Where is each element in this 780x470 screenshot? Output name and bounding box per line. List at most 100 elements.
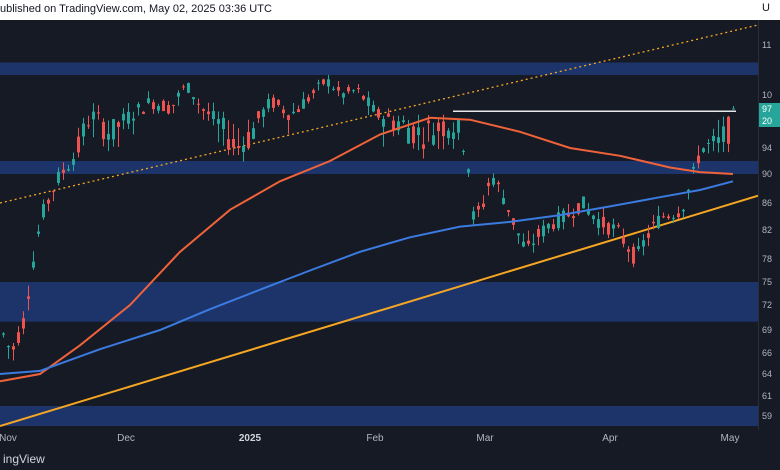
candle-body [172,104,175,106]
moving-average-red-line [0,116,734,383]
candle-body [637,246,640,249]
candle-body [162,100,165,112]
candle-body [427,120,430,124]
candle-body [192,97,195,100]
price-chart-svg[interactable] [0,20,758,430]
candle-body [222,117,225,129]
candle-body [327,79,330,87]
candle-body [667,216,670,219]
price-tick-label: 90 [762,169,773,179]
candle-body [217,119,220,124]
support-resistance-zone [0,406,758,426]
candle-body [67,169,70,171]
price-scale[interactable]: 1110969490868278757269666461599720 [758,20,780,430]
candle-body [307,97,310,102]
candle-body [72,159,75,165]
candle-body [472,211,475,220]
candle-body [377,109,380,118]
candle-body [272,97,275,108]
candle-body [692,166,695,169]
candle-body [682,209,685,212]
candle-body [652,221,655,224]
candle-body [372,104,375,112]
last-price-badge: 97 [759,102,780,115]
candle-body [22,318,25,329]
candle-body [337,86,340,91]
candle-body [292,111,295,114]
candle-body [437,122,440,132]
candle-body [632,246,635,264]
candle-body [577,203,580,214]
candle-body [487,182,490,187]
candle-body [627,249,630,252]
candle-body [382,119,385,127]
time-tick-label: May [720,433,740,444]
chart-plot-area[interactable] [0,20,758,430]
candle-body [87,125,90,127]
candle-body [657,215,660,228]
candle-body [262,109,265,117]
candle-body [312,90,315,94]
candle-body [522,241,525,247]
candle-body [412,126,415,144]
candle-body [552,224,555,229]
candle-body [642,240,645,247]
candle-body [562,210,565,223]
candle-body [122,113,125,121]
candle-body [352,90,355,92]
candle-body [207,111,210,115]
candle-body [442,121,445,137]
candle-body [617,225,620,227]
candle-body [467,169,470,173]
candle-body [332,88,335,90]
candle-body [422,144,425,149]
publish-header: ublished on TradingView.com, May 02, 202… [0,0,780,20]
candle-body [92,111,95,120]
price-tick-label: 64 [762,369,773,379]
candle-body [502,198,505,205]
candle-body [732,108,735,110]
candle-body [302,99,305,109]
candle-body [187,83,190,93]
candle-body [532,243,535,246]
candle-body [602,216,605,228]
time-scale[interactable]: Nov Dec 2025 Feb Mar Apr May [0,430,758,448]
candle-body [417,127,420,136]
candle-body [317,82,320,84]
candle-body [277,99,280,105]
candle-body [117,122,120,127]
candle-body [362,95,365,100]
time-tick-label: Feb [366,433,384,444]
candle-body [197,103,200,105]
candle-body [42,204,45,218]
candle-body [2,333,5,335]
price-tick-label: 66 [762,348,773,358]
candle-body [227,139,230,150]
time-tick-label: Apr [602,433,618,444]
candle-body [347,87,350,92]
time-tick-label: Dec [117,433,135,444]
candle-body [447,130,450,139]
candle-body [322,79,325,85]
time-tick-label: Mar [476,433,494,444]
price-tick-label: 59 [762,411,773,421]
candle-body [27,296,30,299]
candle-body [507,210,510,212]
candle-body [237,146,240,149]
candle-body [457,120,460,133]
last-price-badge: 20 [759,114,780,127]
candle-body [97,112,100,114]
candle-body [242,145,245,152]
candle-body [612,224,615,229]
candle-body [462,150,465,152]
candle-body [287,115,290,120]
candle-body [397,121,400,131]
candle-body [12,346,15,350]
candle-body [107,133,110,140]
candle-body [177,92,180,97]
ascending-trendline [0,194,758,427]
publish-info-text: ublished on TradingView.com, May 02, 202… [0,3,272,15]
price-tick-label: 78 [762,254,773,264]
candle-body [37,231,40,234]
